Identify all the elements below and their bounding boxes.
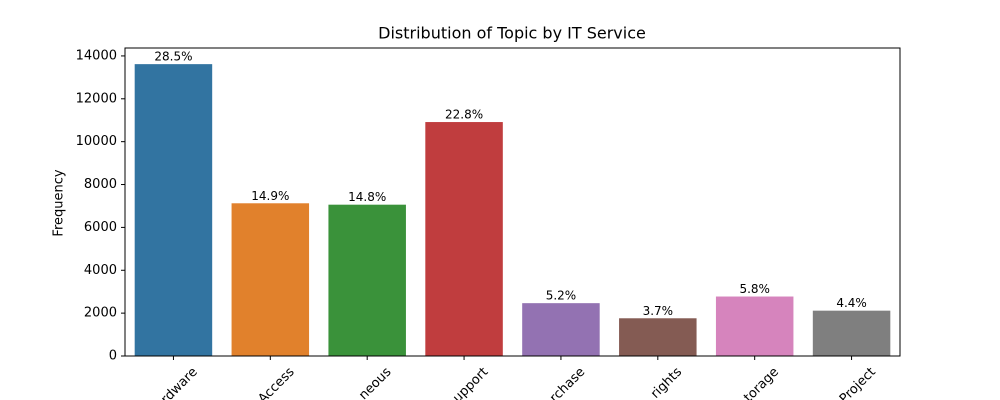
bar-label: 3.7%	[643, 304, 674, 318]
x-tick-label: Project	[837, 365, 879, 400]
bar-label: 5.2%	[546, 289, 577, 303]
x-tick-label: rchase	[547, 365, 588, 400]
y-tick-label: 2000	[84, 306, 117, 321]
chart-title: Distribution of Topic by IT Service	[378, 24, 646, 43]
bar	[328, 204, 406, 356]
bar	[522, 303, 600, 356]
y-tick-label: 0	[109, 349, 117, 364]
x-tick-label: torage	[741, 365, 782, 400]
y-axis-label: Frequency	[52, 169, 67, 236]
x-tick-label: upport	[450, 365, 491, 400]
bar	[134, 64, 213, 356]
y-tick-label: 6000	[84, 220, 117, 235]
bar	[715, 296, 794, 356]
bar-label: 22.8%	[445, 108, 483, 122]
bar-label: 4.4%	[836, 296, 867, 310]
x-tick-label: rights	[648, 365, 685, 400]
bar	[231, 203, 310, 356]
bar	[812, 310, 891, 356]
bar	[425, 122, 503, 356]
y-tick-label: 8000	[84, 177, 117, 192]
y-tick-label: 10000	[76, 134, 117, 149]
y-tick-label: 4000	[84, 263, 117, 278]
bar-label: 28.5%	[154, 50, 192, 64]
bar	[619, 318, 697, 356]
bar-label: 5.8%	[739, 282, 770, 296]
bar-label: 14.8%	[348, 190, 386, 204]
x-tick-label: neous	[356, 365, 394, 400]
x-tick-label: Access	[256, 365, 298, 400]
x-tick-label: rdware	[158, 365, 200, 400]
plot-frame	[124, 47, 901, 357]
y-tick-label: 12000	[76, 91, 117, 106]
y-tick-label: 14000	[76, 48, 117, 63]
bar-label: 14.9%	[251, 189, 289, 203]
